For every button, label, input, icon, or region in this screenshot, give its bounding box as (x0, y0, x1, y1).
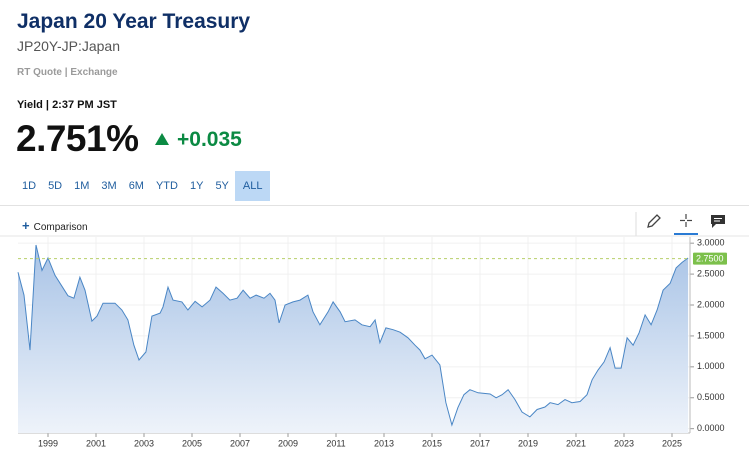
x-tick-label: 2013 (374, 438, 394, 448)
separator (0, 205, 749, 206)
y-tick-label: 2.5000 (697, 268, 725, 278)
crosshair-icon[interactable] (680, 214, 692, 227)
reference-label: 2.7500 (696, 254, 724, 264)
x-tick-label: 2025 (662, 438, 682, 448)
x-tick-label: 2003 (134, 438, 154, 448)
x-tick-label: 2017 (470, 438, 490, 448)
range-button[interactable]: YTD (155, 180, 178, 192)
y-tick-label: 2.0000 (697, 299, 725, 309)
draw-icon[interactable] (647, 214, 661, 228)
change: +0.035 (177, 128, 242, 151)
range-button[interactable]: ALL (234, 171, 271, 201)
range-button[interactable]: 1D (22, 180, 37, 192)
range-button[interactable]: 6M (128, 180, 144, 192)
x-tick-label: 2001 (86, 438, 106, 448)
x-tick-label: 2009 (278, 438, 298, 448)
range-button[interactable]: 5D (48, 180, 63, 192)
range-button[interactable]: 1M (74, 180, 90, 192)
range-button[interactable]: 5Y (215, 180, 229, 192)
reference-label-bg (693, 252, 727, 265)
y-tick-label: 0.5000 (697, 392, 725, 402)
title: Japan 20 Year Treasury (17, 10, 251, 33)
symbol: JP20Y-JP:Japan (17, 38, 120, 54)
x-tick-label: 2011 (326, 438, 345, 448)
comparison-button[interactable]: + Comparison (22, 218, 88, 233)
yield-label: Yield | 2:37 PM JST (17, 99, 117, 111)
comparison-label: Comparison (33, 222, 88, 233)
x-tick-label: 2007 (230, 438, 250, 448)
price: 2.751% (16, 118, 139, 159)
line (17, 244, 689, 427)
y-tick-label: 0.0000 (697, 423, 725, 433)
y-tick-label: 1.0000 (697, 361, 725, 371)
y-tick-label: 1.5000 (697, 330, 725, 340)
x-tick-label: 2021 (566, 438, 586, 448)
up-arrow (155, 133, 169, 145)
x-tick-label: 2005 (182, 438, 202, 448)
x-tick-label: 2015 (422, 438, 442, 448)
x-tick-label: 2019 (518, 438, 538, 448)
range-button[interactable]: 3M (101, 180, 117, 192)
x-tick-label: 2023 (614, 438, 634, 448)
range-buttons: 1D 5D 1M 3M 6M YTD 1Y 5Y ALL (16, 171, 271, 201)
range-button[interactable]: 1Y (189, 180, 204, 192)
y-tick-label: 3.0000 (697, 238, 725, 248)
active-tool-underline (674, 233, 698, 235)
quote-source: RT Quote | Exchange (17, 67, 118, 78)
x-tick-label: 1999 (38, 438, 58, 448)
area (18, 245, 689, 433)
comment-icon[interactable] (711, 215, 725, 228)
